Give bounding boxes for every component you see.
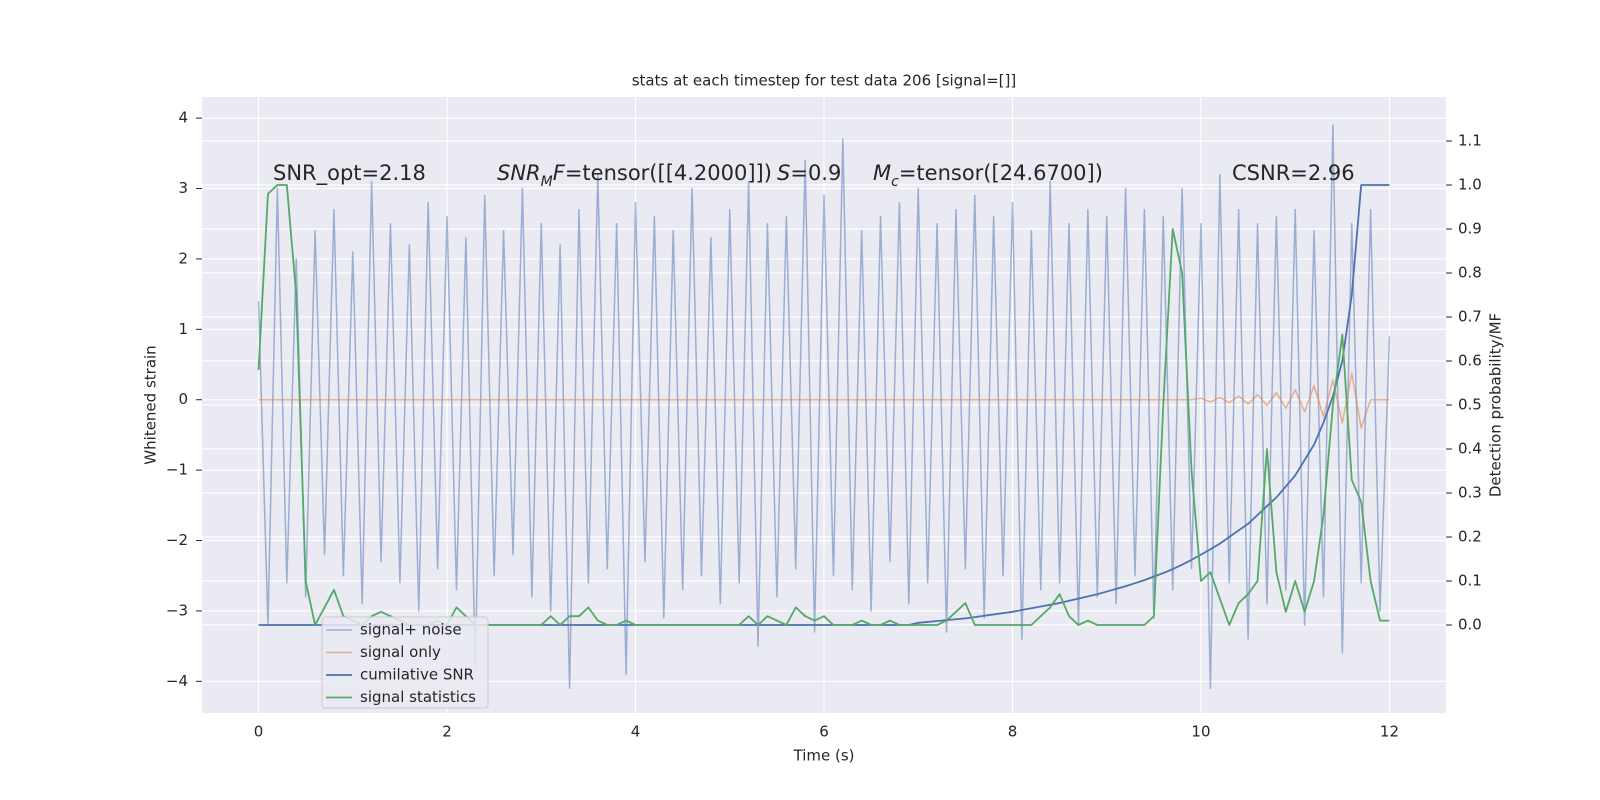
y2-tick-label: 0.1: [1458, 572, 1482, 590]
y-tick-label: 1: [178, 320, 188, 338]
y-tick-label: −3: [166, 601, 188, 619]
annotation-part: S: [777, 161, 790, 185]
y-tick-label: −1: [166, 461, 188, 479]
y-tick-label: −2: [166, 531, 188, 549]
y2-tick-label: 0.3: [1458, 484, 1482, 502]
y2-axis-label: Detection probability/MF: [1487, 313, 1505, 497]
x-tick-label: 6: [819, 723, 829, 741]
annotation: SNRMF=tensor([[4.2000]]): [497, 161, 772, 190]
annotation-part: F: [553, 161, 566, 185]
annotation-part: =tensor([24.6700]): [899, 161, 1103, 185]
y2-tick-label: 0.6: [1458, 352, 1482, 370]
legend-label: signal statistics: [360, 688, 476, 706]
y-tick-label: 0: [178, 390, 188, 408]
y2-tick-label: 0.0: [1458, 616, 1482, 634]
y2-tick-label: 0.7: [1458, 308, 1482, 326]
x-tick-label: 2: [442, 723, 452, 741]
annotation: Mc=tensor([24.6700]): [873, 161, 1103, 190]
annotation-part: =0.9: [790, 161, 841, 185]
y2-tick-label: 0.2: [1458, 528, 1482, 546]
annotation-part: =tensor([[4.2000]]): [565, 161, 772, 185]
annotation: CSNR=2.96: [1232, 161, 1355, 185]
x-tick-label: 8: [1008, 723, 1018, 741]
y2-tick-label: 0.4: [1458, 440, 1482, 458]
x-tick-label: 0: [254, 723, 264, 741]
x-tick-label: 12: [1380, 723, 1399, 741]
chart-title: stats at each timestep for test data 206…: [632, 72, 1017, 90]
y2-tick-label: 0.8: [1458, 264, 1482, 282]
y-tick-label: −4: [166, 672, 188, 690]
annotation-part: M: [541, 174, 553, 190]
annotation: S=0.9: [777, 161, 841, 185]
series-line: [257, 124, 1391, 690]
y-axis-label: Whitened strain: [142, 345, 160, 464]
series-line: [258, 372, 1390, 429]
x-tick-label: 10: [1191, 723, 1210, 741]
legend-box: [321, 616, 489, 709]
y-tick-label: 2: [178, 249, 188, 267]
annotation-part: c: [891, 174, 899, 190]
legend-label: signal only: [360, 643, 441, 661]
y-tick-label: 4: [178, 109, 188, 127]
annotation-part: SNR: [497, 161, 541, 185]
y2-tick-label: 0.9: [1458, 220, 1482, 238]
x-tick-label: 4: [631, 723, 641, 741]
y2-tick-label: 1.0: [1458, 176, 1482, 194]
y2-tick-label: 1.1: [1458, 132, 1482, 150]
annotation: SNR_opt=2.18: [273, 161, 426, 186]
legend-label: signal+ noise: [360, 621, 462, 639]
y-tick-label: 3: [178, 179, 188, 197]
x-axis-label: Time (s): [793, 747, 855, 765]
annotation-part: M: [873, 161, 891, 185]
legend-label: cumilative SNR: [360, 666, 474, 684]
y2-tick-label: 0.5: [1458, 396, 1482, 414]
